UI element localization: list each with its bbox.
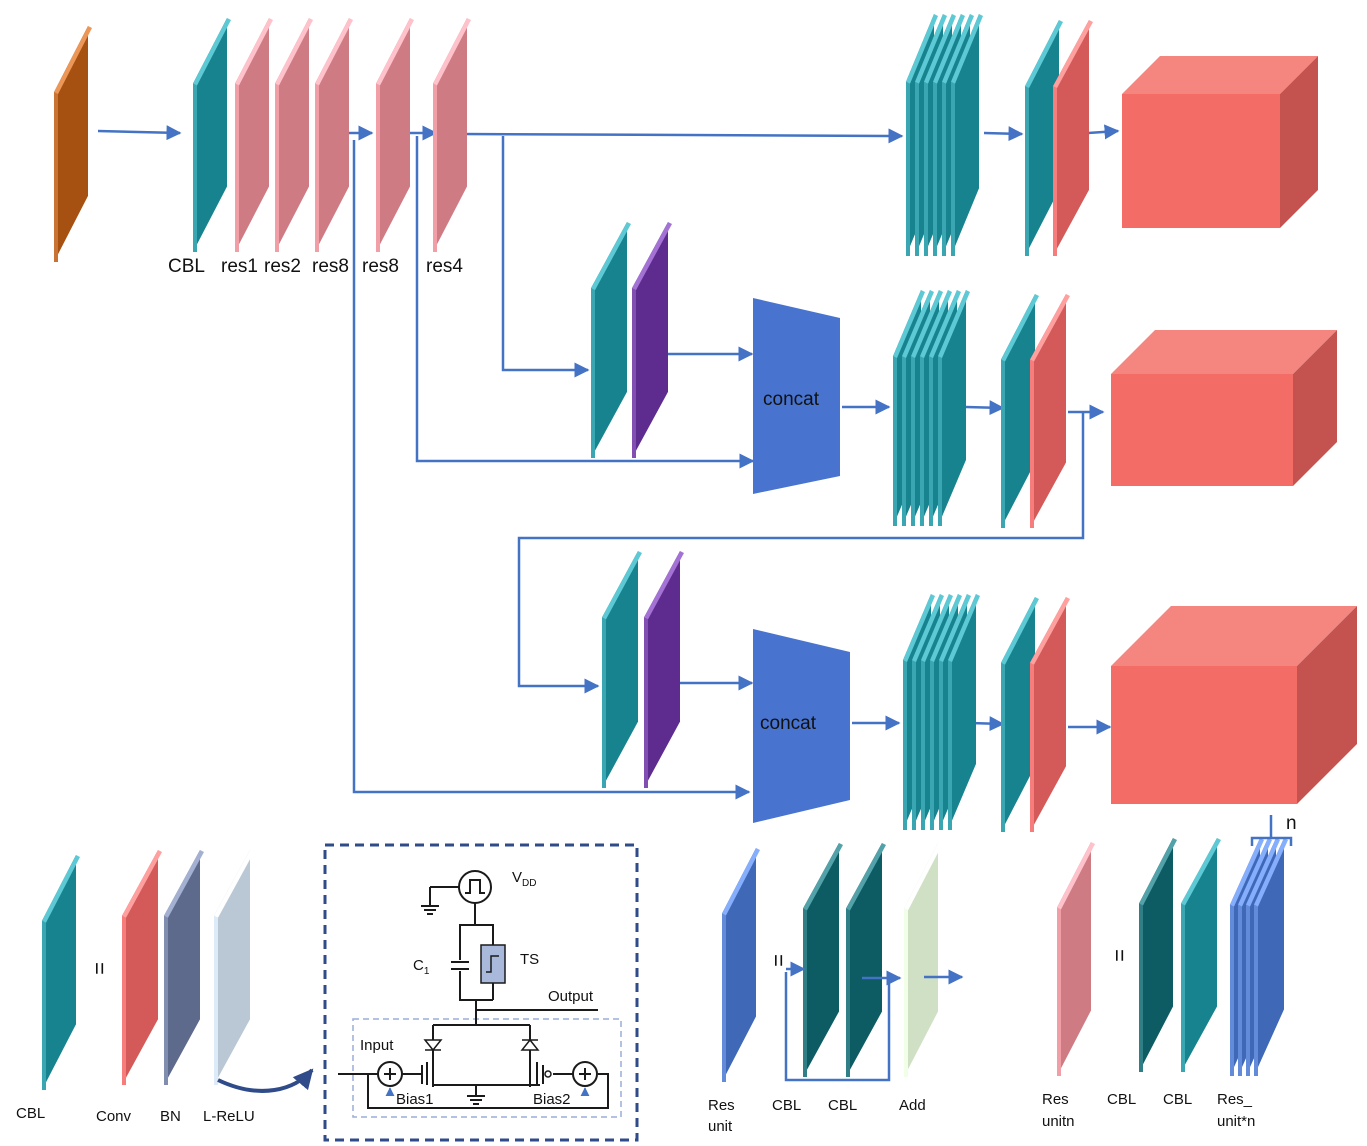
vdd-label: VDD [512, 869, 536, 889]
legend-add: Add [899, 1097, 926, 1114]
concat-label-2: concat [760, 713, 817, 734]
concat-label-1: concat [763, 389, 820, 410]
equals-3: = [1107, 949, 1132, 962]
ts-label: TS [520, 951, 539, 968]
output-label: Output [548, 988, 594, 1005]
legend-res-unit-n-stack-4 [1254, 838, 1288, 1076]
lrelu-to-circuit-arrow [217, 1068, 314, 1093]
legend-bn-layer [164, 850, 204, 1085]
concat-block-2 [753, 629, 850, 823]
ts-switch-icon [480, 944, 506, 984]
legend-lrelu-layer [214, 850, 254, 1085]
backbone-res2-layer [275, 18, 313, 253]
legend-bn: BN [160, 1108, 181, 1125]
label-res1: res1 [221, 256, 258, 277]
legend-res-unit-cbl-2-layer [846, 843, 886, 1077]
head3-cbl-out-layer [1001, 597, 1039, 832]
equals-1: = [87, 962, 112, 975]
label-res2: res2 [264, 256, 301, 277]
output-cube-3 [1111, 606, 1357, 804]
output-cube-2 [1111, 330, 1337, 486]
equals-2: = [766, 954, 791, 967]
legend-labels: CBL Conv BN L-ReLU Res unit CBL CBL Add R… [16, 813, 1297, 1135]
input-image-layer [54, 26, 92, 262]
legend-resn-cbl-1-layer [1139, 838, 1177, 1072]
backbone-res1-layer [235, 18, 273, 253]
bias1-label: Bias1 [396, 1091, 434, 1108]
head2-cbl-layer [591, 222, 631, 458]
head3-conv-layer [1030, 597, 1070, 832]
backbone-res8-a-layer [315, 18, 353, 253]
legend-resn-cbl-2: CBL [1163, 1091, 1192, 1108]
legend-n: n [1286, 813, 1297, 834]
legend-res-unit-cbl-1-layer [803, 843, 843, 1077]
legend-lrelu: L-ReLU [203, 1108, 255, 1125]
arrow-to-head1 [461, 128, 904, 144]
head1-conv-stack-6 [951, 14, 983, 256]
arrow-head1-cbl [983, 126, 1024, 142]
backbone-cbl-layer [193, 18, 231, 253]
legend-res-unit-n: Res_ unit*n [1217, 1091, 1255, 1130]
diode-left-icon [423, 1039, 443, 1052]
circuit-panel: VDD C1 TS Output Input Bias1 Bias2 [323, 843, 639, 1142]
legend-resn-cbl-2-layer [1181, 838, 1221, 1072]
res-unit-skip-line [784, 972, 891, 1082]
legend-cbl: CBL [16, 1105, 45, 1122]
concat-block-1 [753, 298, 840, 494]
c1-label: C1 [413, 957, 430, 977]
head1-cbl-layer [1025, 20, 1063, 256]
diode-right-icon [520, 1038, 540, 1051]
legend-add-layer [904, 843, 942, 1077]
arrow-head1-out [1087, 124, 1120, 140]
head1-conv-layer [1053, 20, 1093, 256]
arrow-head2-cbl [965, 400, 1005, 416]
output-cubes [1111, 56, 1357, 804]
input-label: Input [360, 1037, 394, 1054]
legend-res-unit: Res unit [708, 1097, 735, 1135]
head2-cbl-out-layer [1001, 294, 1039, 528]
circuit-inner-box [352, 1018, 622, 1118]
label-res8-b: res8 [362, 256, 399, 277]
head2-conv-stack-6 [938, 290, 970, 526]
skip-to-concat-1 [415, 136, 755, 469]
legend-res-unitn: Res unitn [1042, 1091, 1075, 1130]
layers [42, 14, 1288, 1090]
label-res4: res4 [426, 256, 463, 277]
connectors [97, 124, 1120, 800]
head3-cbl-layer [602, 551, 642, 788]
legend-conv-layer [122, 850, 162, 1085]
legend-cbl-layer [42, 855, 80, 1090]
vdd-source-icon [458, 870, 492, 904]
output-cube-1 [1122, 56, 1318, 228]
label-cbl: CBL [168, 256, 205, 277]
branch-to-head2 [501, 136, 590, 378]
backbone-res4-layer [433, 18, 471, 253]
backbone-labels: CBL res1 res2 res8 res8 res4 [168, 256, 463, 277]
bias2-label: Bias2 [533, 1091, 571, 1108]
backbone-res8-b-layer [376, 18, 414, 253]
head3-conv-stack-6 [948, 594, 980, 830]
legend-res-unitn-layer [1057, 842, 1095, 1076]
n-bracket [1250, 815, 1293, 846]
legend-res-unit-cbl-1: CBL [772, 1097, 801, 1114]
legend-res-unit-layer [722, 848, 760, 1082]
legend-res-unit-cbl-2: CBL [828, 1097, 857, 1114]
legend-conv: Conv [96, 1108, 132, 1125]
head2-upsample-layer [632, 222, 672, 458]
head3-upsample-layer [644, 551, 684, 788]
skip-to-concat-2 [352, 140, 751, 800]
concat-blocks: concat concat [753, 298, 850, 823]
branch-to-head3 [517, 412, 1085, 694]
arrow-input-to-cbl [97, 125, 182, 141]
legend-resn-cbl-1: CBL [1107, 1091, 1136, 1108]
label-res8-a: res8 [312, 256, 349, 277]
head2-conv-layer [1030, 294, 1070, 528]
circuit-outer-box [323, 843, 639, 1142]
